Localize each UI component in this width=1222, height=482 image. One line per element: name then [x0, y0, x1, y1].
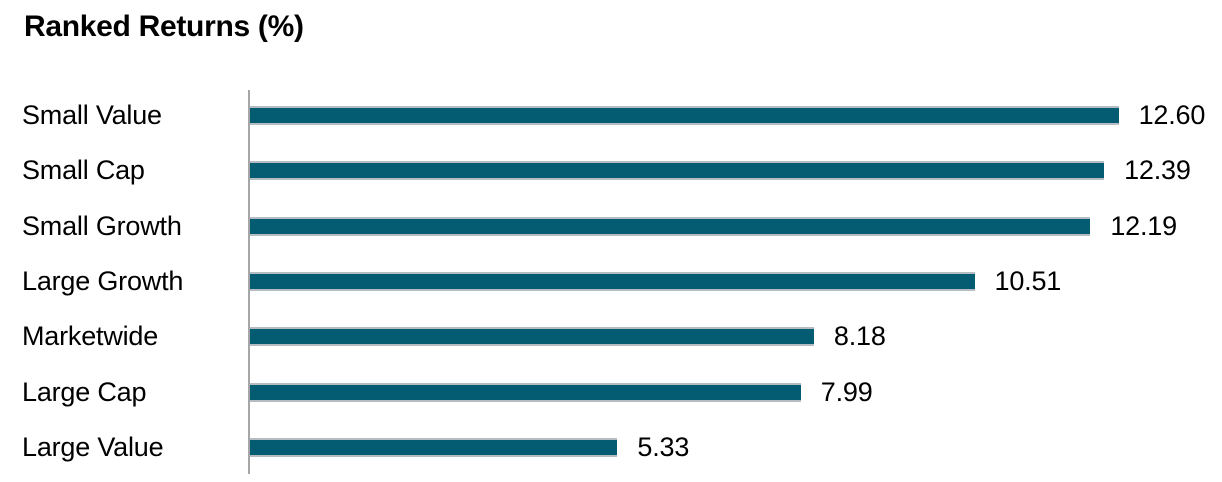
- bar: [250, 161, 1105, 181]
- bar-chart: Small Value 12.60 Small Cap 12.39 Small Grow…: [0, 88, 1222, 475]
- value-label: 8.18: [833, 321, 886, 352]
- bar-track: 12.60: [250, 88, 1222, 143]
- value-label: 12.60: [1138, 100, 1206, 131]
- category-label: Large Cap: [22, 376, 147, 407]
- y-axis-line: [248, 90, 250, 474]
- value-label: 5.33: [637, 431, 690, 462]
- chart-row: Large Cap 7.99: [0, 364, 1222, 419]
- bar-track: 7.99: [250, 364, 1222, 419]
- bar-track: 8.18: [250, 309, 1222, 364]
- chart-row: Large Growth 10.51: [0, 254, 1222, 309]
- chart-row: Marketwide 8.18: [0, 309, 1222, 364]
- chart-row: Small Growth 12.19: [0, 199, 1222, 254]
- chart-title: Ranked Returns (%): [24, 10, 304, 43]
- chart-row: Small Cap 12.39: [0, 143, 1222, 198]
- category-label: Large Growth: [22, 266, 184, 297]
- bar: [250, 382, 801, 402]
- category-label: Small Growth: [22, 210, 182, 241]
- bar-track: 12.19: [250, 199, 1222, 254]
- chart-row: Large Value 5.33: [0, 420, 1222, 475]
- bar: [250, 216, 1091, 236]
- value-label: 7.99: [820, 376, 873, 407]
- bar: [250, 327, 814, 347]
- bar-track: 10.51: [250, 254, 1222, 309]
- bar: [250, 106, 1119, 126]
- category-label: Marketwide: [22, 321, 159, 352]
- category-label: Small Cap: [22, 155, 145, 186]
- category-label: Small Value: [22, 100, 162, 131]
- bar: [250, 272, 975, 292]
- chart-row: Small Value 12.60: [0, 88, 1222, 143]
- bar-track: 12.39: [250, 143, 1222, 198]
- category-label: Large Value: [22, 431, 164, 462]
- value-label: 12.19: [1110, 210, 1177, 241]
- value-label: 12.39: [1124, 155, 1191, 186]
- bar: [250, 437, 618, 457]
- value-label: 10.51: [994, 266, 1062, 297]
- bar-track: 5.33: [250, 420, 1222, 475]
